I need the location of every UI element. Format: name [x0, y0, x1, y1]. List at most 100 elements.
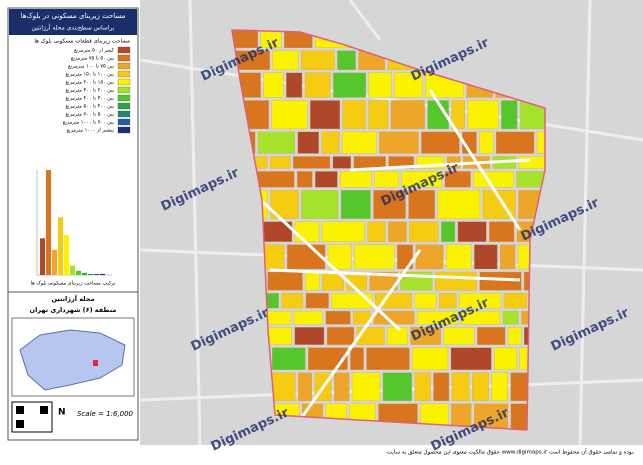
title: مساحت زیربنای مسکونی در بلوک‌ها [21, 12, 126, 20]
block [293, 156, 331, 169]
block [367, 221, 386, 242]
legend-label: بین ۱۵۰ تا ۲۰۰ مترمربع [65, 80, 114, 86]
street [248, 188, 402, 332]
legend-swatch [117, 54, 131, 62]
block [257, 131, 296, 154]
bar [94, 273, 99, 275]
bar [88, 273, 93, 275]
block [353, 156, 386, 169]
block [415, 244, 444, 270]
block [272, 50, 299, 70]
legend-swatch [117, 118, 131, 126]
block [412, 347, 449, 370]
block [298, 372, 312, 402]
block [379, 131, 419, 154]
block [474, 244, 498, 270]
block [254, 171, 295, 188]
block [387, 327, 408, 345]
bar [52, 249, 57, 275]
legend-label: بین ۷۰۰ تا ۱۰۰۰ مترمربع [63, 120, 114, 126]
legend-swatch [117, 126, 131, 134]
block [446, 244, 472, 270]
block [441, 221, 456, 242]
block [270, 156, 291, 169]
block [500, 244, 516, 270]
block [304, 72, 331, 98]
block [375, 293, 413, 309]
legend-label: بین ۲۰۰ تا ۳۰۰ مترمربع [65, 88, 114, 94]
block [502, 310, 519, 325]
block [489, 221, 515, 242]
district: منطقه (۶) شهرداری تهران [30, 306, 117, 314]
block [232, 30, 258, 48]
block [297, 171, 313, 188]
block [414, 293, 437, 309]
block [342, 131, 377, 154]
block [494, 347, 517, 370]
block [351, 372, 381, 402]
block [340, 171, 372, 188]
legend: کمتر از ۵۰ مترمربع بین ۵۰ تا ۷۵ مترمربع بی… [63, 46, 131, 134]
block [450, 347, 492, 370]
qr-mark [16, 420, 24, 428]
block [491, 372, 508, 402]
qr-mark [40, 406, 48, 414]
block [301, 190, 339, 219]
block [294, 221, 320, 242]
block [439, 293, 457, 309]
legend-label: کمتر از ۵۰ مترمربع [74, 48, 115, 54]
bar [64, 235, 69, 275]
legend-label: بین ۵۰۰ تا ۷۰۰ مترمربع [65, 112, 114, 118]
block [321, 131, 340, 154]
block [437, 190, 481, 219]
block [297, 131, 319, 154]
block [260, 30, 282, 48]
block [417, 310, 459, 325]
block [451, 403, 472, 430]
block [414, 372, 431, 402]
block [340, 190, 371, 219]
block [332, 156, 352, 169]
legend-swatch [117, 86, 131, 94]
block [331, 293, 373, 309]
block [410, 327, 441, 345]
north-arrow: N [58, 408, 66, 418]
block [337, 50, 356, 70]
block [444, 171, 471, 188]
block [263, 72, 284, 98]
bar [76, 270, 81, 275]
block [342, 100, 366, 130]
block [354, 244, 395, 270]
block [326, 327, 355, 345]
block [458, 293, 502, 309]
inset-city [19, 329, 126, 391]
bar [82, 272, 87, 275]
block [281, 293, 304, 309]
block [479, 271, 522, 291]
block [473, 171, 514, 188]
block [388, 221, 407, 242]
block [409, 221, 439, 242]
chart-title: ترکیب مساحت زیربنای مسکونی بلوک ها [31, 280, 116, 287]
legend-label: بین ۱۰۰ تا ۱۵۰ مترمربع [65, 72, 114, 78]
bar [40, 238, 45, 275]
street [269, 268, 521, 282]
block [390, 100, 425, 130]
legend-label: بین ۵۰ تا ۷۵ مترمربع [71, 56, 114, 62]
block [294, 327, 325, 345]
street [428, 89, 522, 231]
footer: حقوق مالکیت معنوی این محصول متعلق به سای… [387, 449, 635, 456]
block [435, 271, 477, 291]
block [477, 327, 506, 345]
block [472, 372, 489, 402]
legend-swatch [117, 70, 131, 78]
block [301, 50, 335, 70]
block [366, 347, 410, 370]
block [368, 100, 389, 130]
block [479, 131, 494, 154]
qr-mark [16, 406, 24, 414]
title-box [9, 9, 137, 35]
block [451, 372, 470, 402]
district-boundary [231, 29, 546, 431]
